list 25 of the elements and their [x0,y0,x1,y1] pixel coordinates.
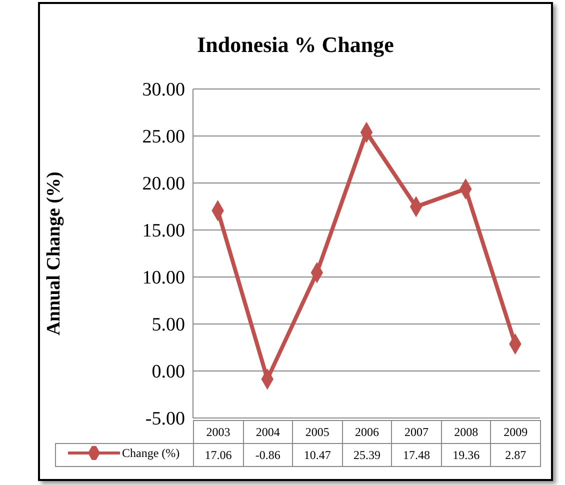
x-tick-label: 2008 [441,420,491,444]
x-tick-label: 2005 [292,420,342,444]
data-label: 17.48 [392,444,442,466]
y-tick-label: 10.00 [142,268,185,289]
data-label: -0.86 [243,444,293,466]
y-tick-label: -5.00 [145,408,185,430]
data-label: 10.47 [292,444,342,466]
y-tick-label: 25.00 [142,126,185,148]
x-tick-label: 2004 [243,420,293,444]
x-tick-label: 2007 [392,420,442,444]
x-tick-label: 2009 [490,420,540,444]
data-label: 25.39 [342,444,392,466]
y-tick-label: 5.00 [152,314,185,336]
y-tick-label: 0.00 [152,362,185,383]
y-axis-title: Annual Change (%) [44,172,65,336]
y-tick-label: 30.00 [142,80,185,101]
data-label: 19.36 [441,444,491,466]
data-label: 17.06 [194,444,244,466]
data-label: 2.87 [490,444,540,466]
chart-title: Indonesia % Change [196,32,395,58]
legend-label: Change (%) [122,446,180,461]
x-tick-label: 2003 [194,420,244,444]
y-tick-label: 15.00 [142,220,185,242]
x-tick-label: 2006 [342,420,392,444]
y-tick-label: 20.00 [142,174,185,195]
